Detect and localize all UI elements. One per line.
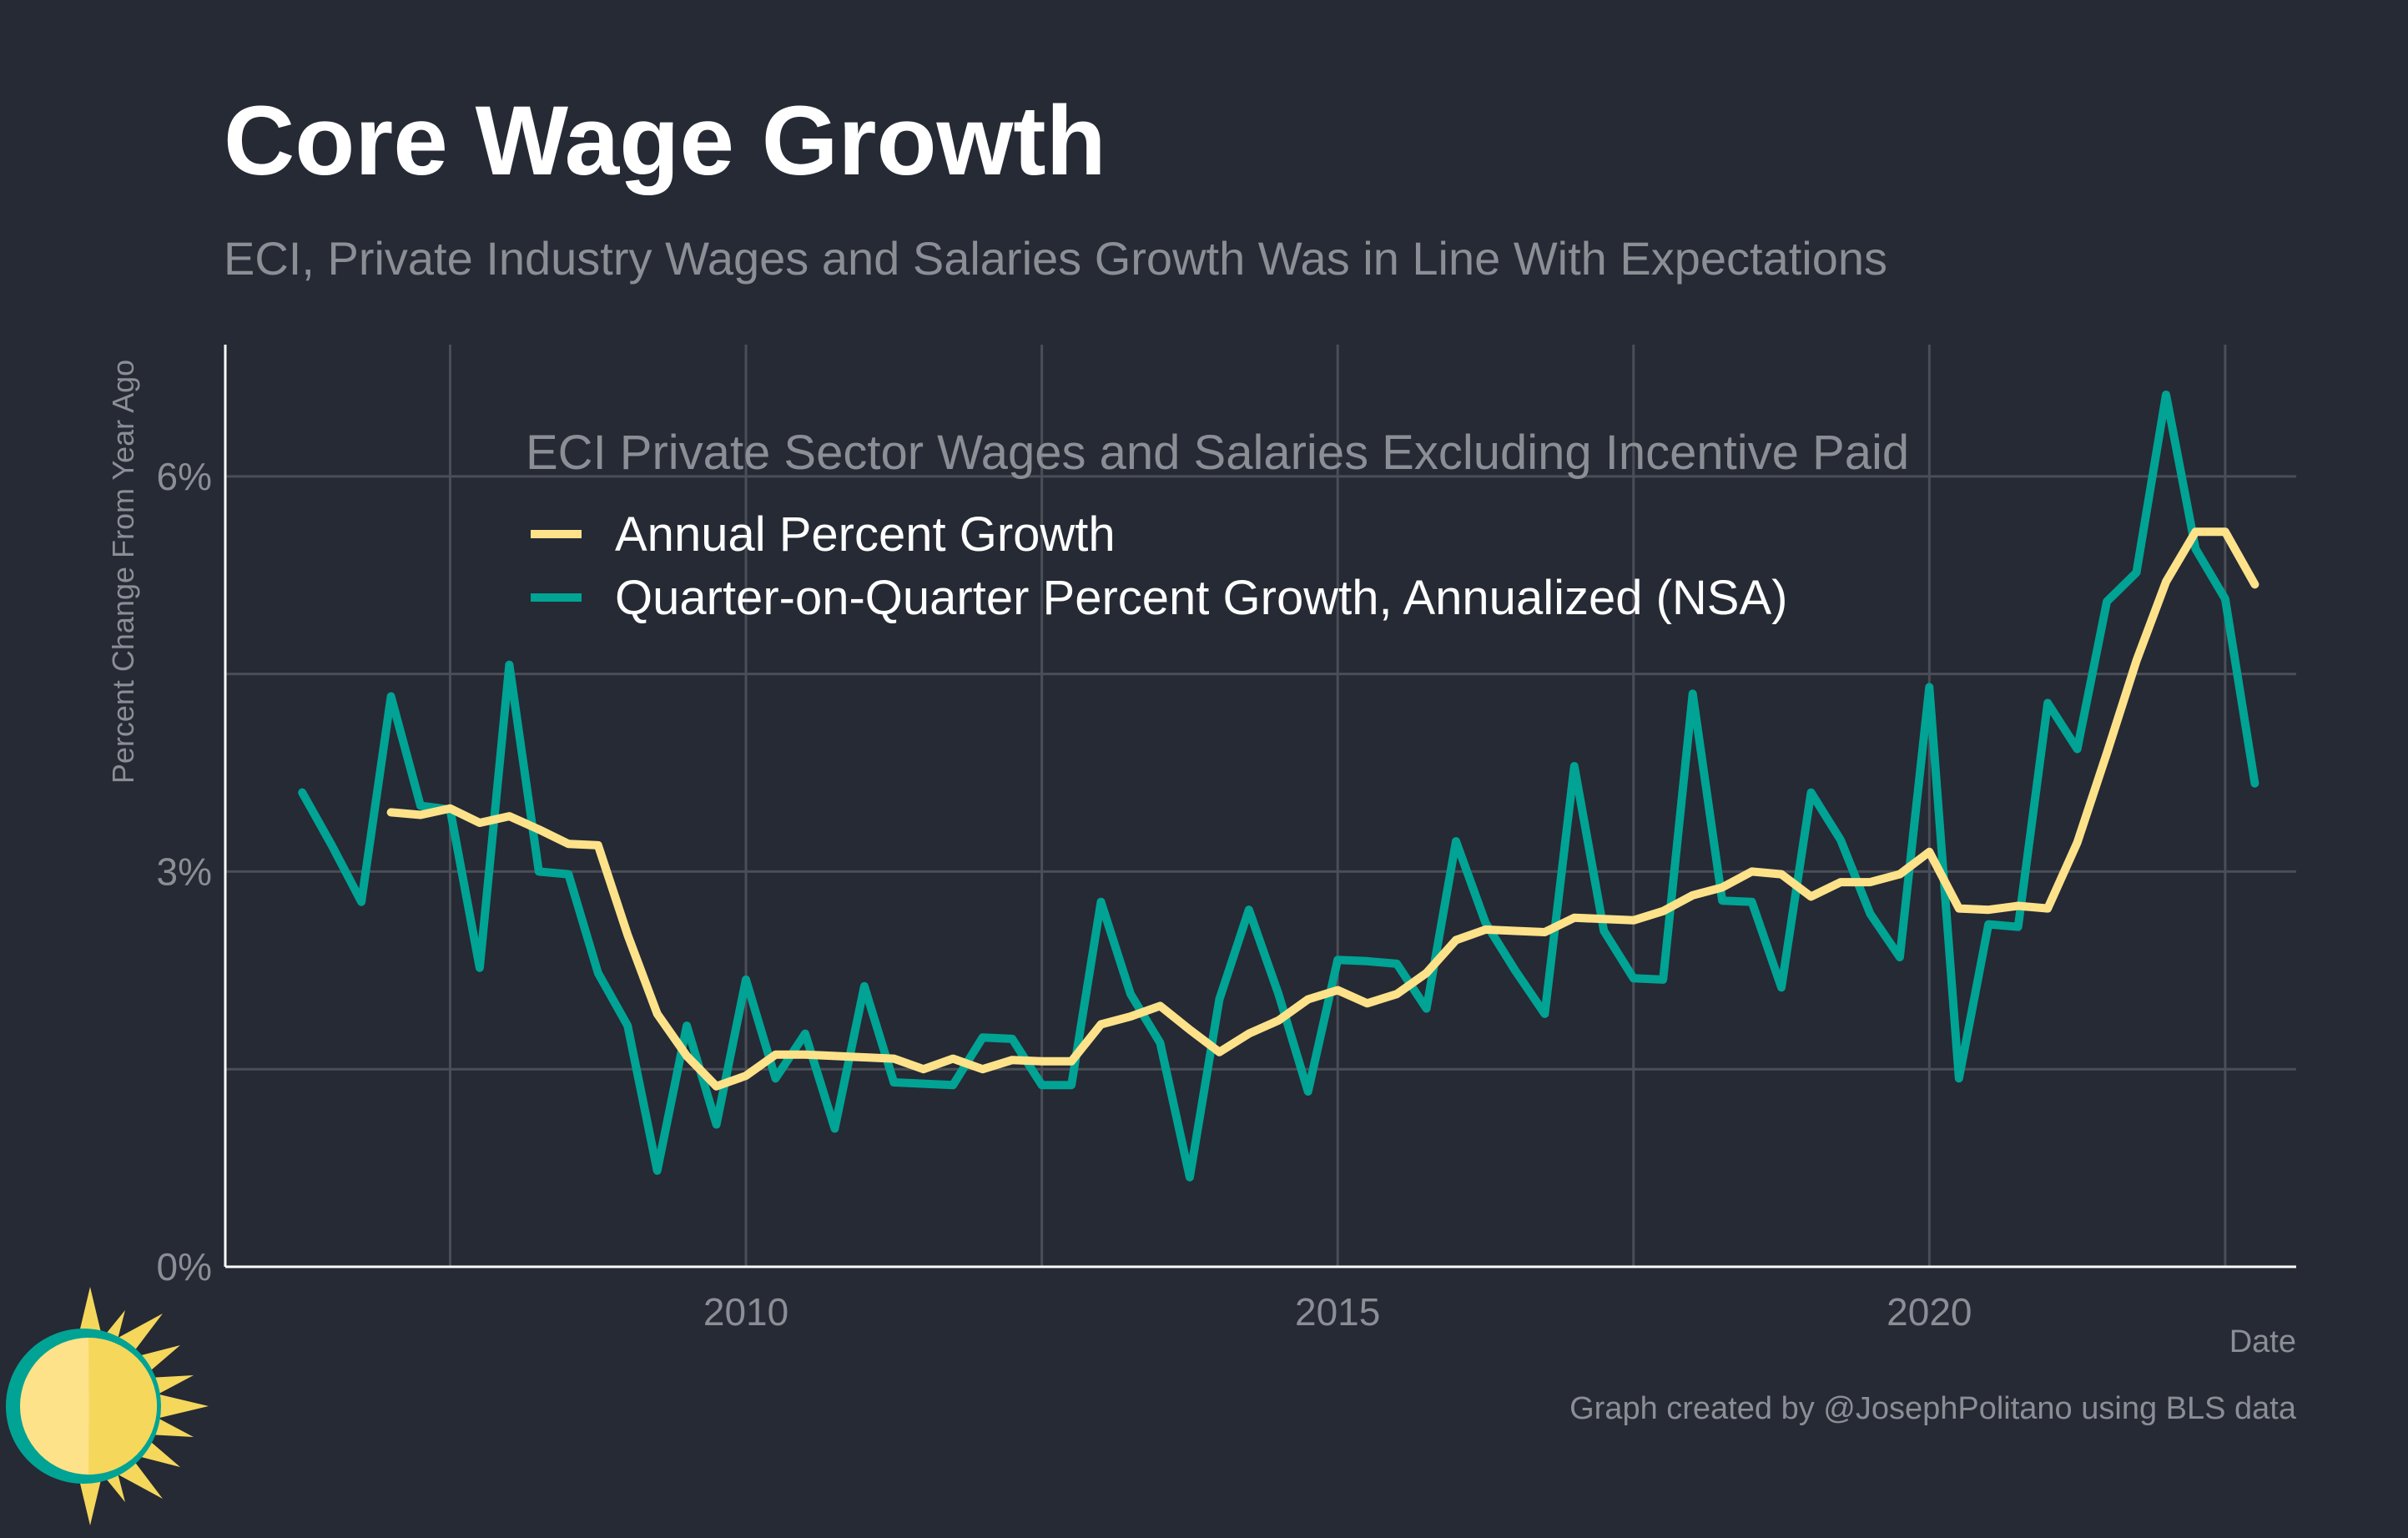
axes: 0% 3% 6% 2010 2015 2020	[157, 345, 2296, 1334]
sun-logo-icon	[6, 1287, 209, 1525]
chart-title: Core Wage Growth	[224, 86, 1106, 196]
chart-subtitle: ECI, Private Industry Wages and Salaries…	[224, 232, 1888, 285]
legend: ECI Private Sector Wages and Salaries Ex…	[526, 426, 1909, 625]
y-axis-title: Percent Change From Year Ago	[106, 360, 140, 784]
series-line-annual	[386, 527, 2259, 1091]
x-tick-label: 2020	[1887, 1290, 1972, 1334]
y-tick-label: 3%	[157, 850, 212, 893]
legend-label-annual: Annual Percent Growth	[615, 507, 1116, 562]
legend-title: ECI Private Sector Wages and Salaries Ex…	[526, 426, 1909, 480]
grid-lines	[225, 345, 2296, 1267]
legend-label-qoq: Quarter-on-Quarter Percent Growth, Annua…	[615, 571, 1787, 625]
y-tick-label: 6%	[157, 455, 212, 498]
y-tick-label: 0%	[157, 1245, 212, 1288]
x-tick-label: 2010	[703, 1290, 788, 1334]
x-tick-label: 2015	[1295, 1290, 1380, 1334]
series-line-qoq	[298, 391, 2259, 1182]
x-axis-title: Date	[2229, 1324, 2296, 1359]
series-lines	[298, 391, 2259, 1182]
chart-caption: Graph created by @JosephPolitano using B…	[1569, 1391, 2297, 1426]
